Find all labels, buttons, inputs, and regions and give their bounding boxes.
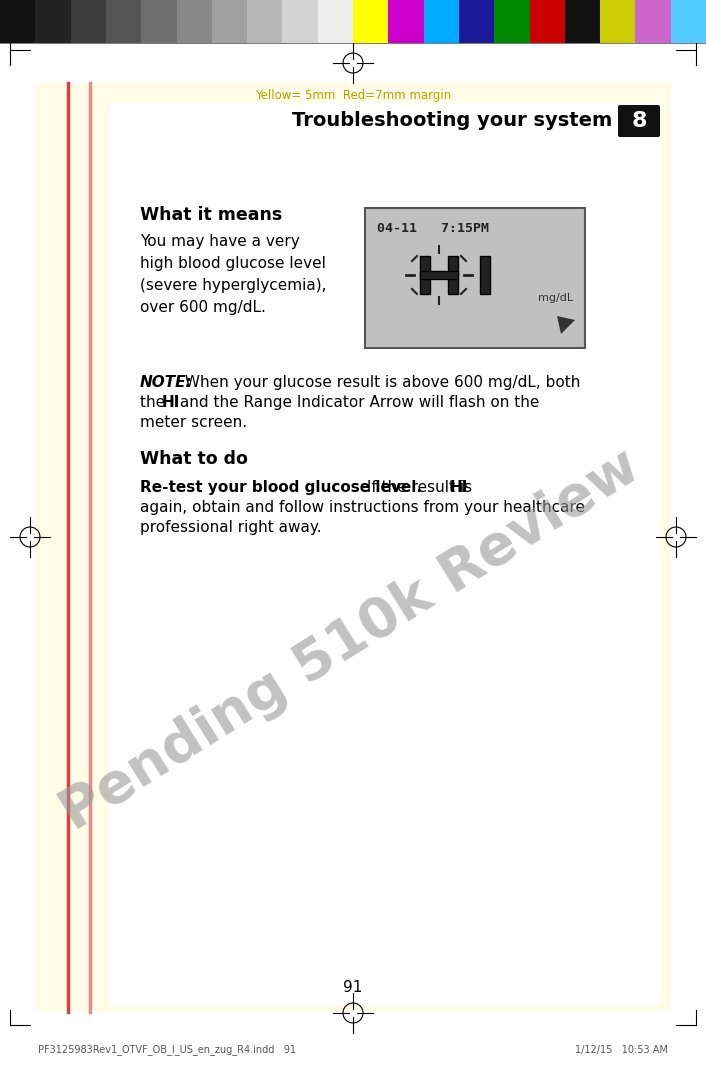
FancyBboxPatch shape [420, 256, 430, 293]
Text: 91: 91 [343, 980, 363, 995]
FancyBboxPatch shape [212, 0, 247, 43]
FancyBboxPatch shape [565, 0, 600, 43]
FancyBboxPatch shape [388, 0, 424, 43]
Text: 1/12/15   10:53 AM: 1/12/15 10:53 AM [575, 1045, 668, 1055]
FancyBboxPatch shape [106, 0, 141, 43]
Polygon shape [557, 316, 575, 334]
FancyBboxPatch shape [141, 0, 176, 43]
FancyBboxPatch shape [0, 0, 35, 43]
FancyBboxPatch shape [618, 105, 660, 137]
Text: again, obtain and follow instructions from your healthcare: again, obtain and follow instructions fr… [140, 500, 585, 515]
FancyBboxPatch shape [353, 0, 388, 43]
Text: HI: HI [162, 395, 180, 410]
Text: professional right away.: professional right away. [140, 520, 322, 535]
Text: (severe hyperglycemia),: (severe hyperglycemia), [140, 278, 326, 293]
Text: If the result is: If the result is [362, 481, 477, 495]
FancyBboxPatch shape [176, 0, 212, 43]
Text: Pending 510k Review: Pending 510k Review [51, 440, 649, 841]
FancyBboxPatch shape [671, 0, 706, 43]
FancyBboxPatch shape [600, 0, 635, 43]
Text: and the Range Indicator Arrow will flash on the: and the Range Indicator Arrow will flash… [175, 395, 539, 410]
FancyBboxPatch shape [247, 0, 282, 43]
FancyBboxPatch shape [480, 256, 490, 293]
Text: the: the [140, 395, 170, 410]
FancyBboxPatch shape [420, 271, 458, 280]
FancyBboxPatch shape [35, 0, 71, 43]
FancyBboxPatch shape [110, 103, 661, 1005]
Text: NOTE:: NOTE: [140, 375, 193, 390]
FancyBboxPatch shape [448, 256, 458, 293]
Text: PF3125983Rev1_OTVF_OB_I_US_en_zug_R4.indd   91: PF3125983Rev1_OTVF_OB_I_US_en_zug_R4.ind… [38, 1045, 296, 1056]
FancyBboxPatch shape [530, 0, 565, 43]
Text: 04-11   7:15PM: 04-11 7:15PM [377, 223, 489, 235]
FancyBboxPatch shape [71, 0, 106, 43]
Text: meter screen.: meter screen. [140, 415, 247, 430]
Text: 8: 8 [631, 111, 647, 131]
FancyBboxPatch shape [35, 83, 671, 1012]
Text: Re-test your blood glucose level.: Re-test your blood glucose level. [140, 481, 422, 495]
FancyBboxPatch shape [318, 0, 353, 43]
Text: high blood glucose level: high blood glucose level [140, 256, 326, 271]
Text: over 600 mg/dL.: over 600 mg/dL. [140, 300, 266, 315]
FancyBboxPatch shape [365, 207, 585, 348]
Text: Yellow= 5mm  Red=7mm margin: Yellow= 5mm Red=7mm margin [255, 88, 451, 101]
Text: mg/dL: mg/dL [538, 293, 573, 303]
FancyBboxPatch shape [459, 0, 494, 43]
Text: What to do: What to do [140, 450, 248, 468]
Text: You may have a very: You may have a very [140, 234, 300, 249]
FancyBboxPatch shape [282, 0, 318, 43]
Text: Troubleshooting your system: Troubleshooting your system [292, 112, 612, 130]
FancyBboxPatch shape [494, 0, 530, 43]
FancyBboxPatch shape [635, 0, 671, 43]
Text: HI: HI [450, 481, 468, 495]
Text: What it means: What it means [140, 206, 282, 224]
Text: When your glucose result is above 600 mg/dL, both: When your glucose result is above 600 mg… [180, 375, 580, 390]
FancyBboxPatch shape [424, 0, 459, 43]
